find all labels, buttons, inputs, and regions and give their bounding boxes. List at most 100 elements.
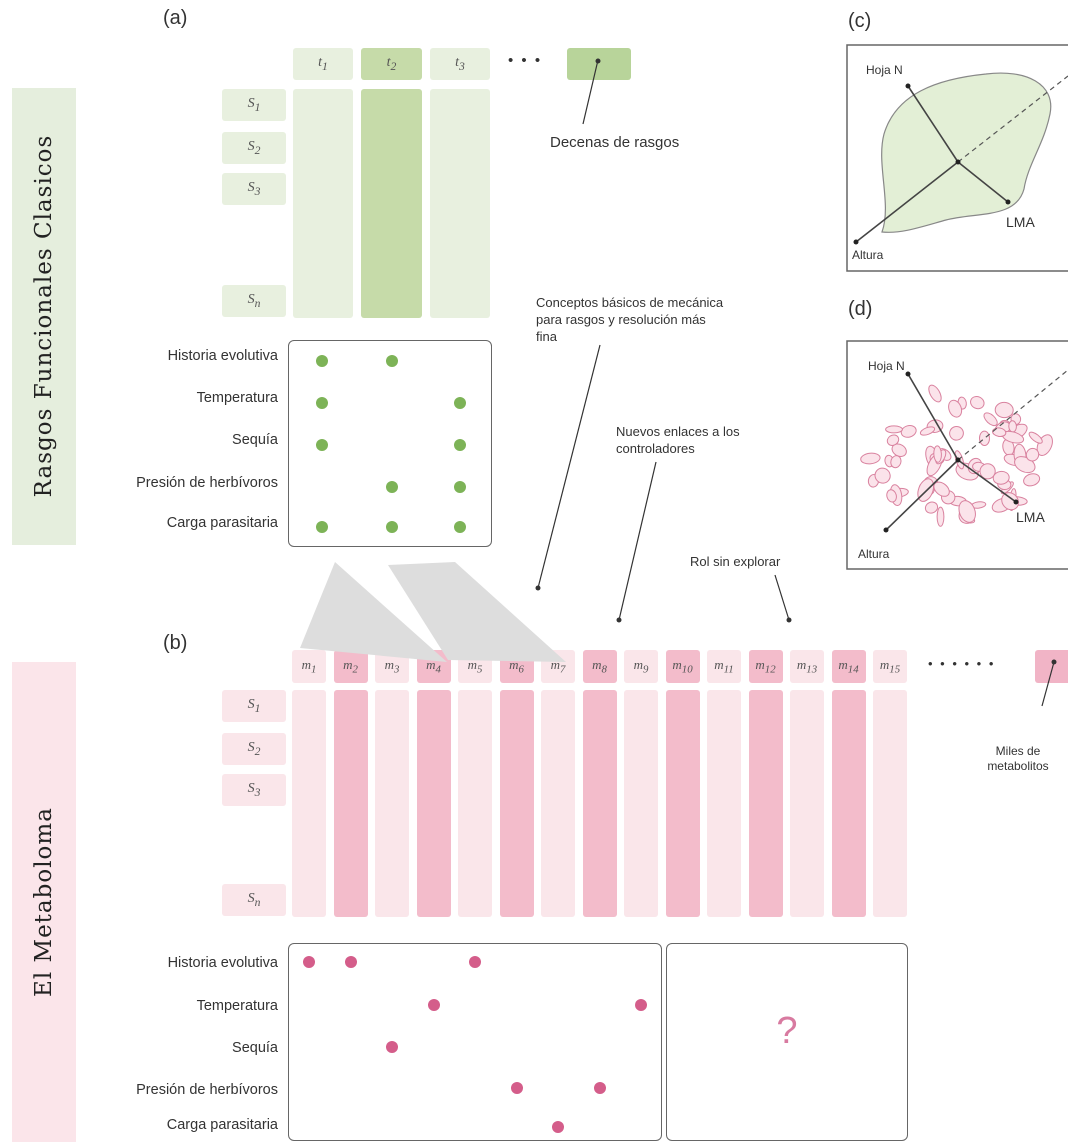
metabolite-column-m8 bbox=[582, 690, 617, 917]
trait-header-t3: t3 bbox=[430, 48, 490, 80]
metabolite-blob bbox=[1028, 431, 1043, 444]
trait-header-t1: t1 bbox=[293, 48, 353, 80]
metabolite-driver-box bbox=[288, 943, 662, 1141]
metabolite-ellipsis: • • • • • • bbox=[928, 656, 996, 671]
metab-driver-label-herbivory: Presión de herbívoros bbox=[136, 1082, 278, 1098]
metabolite-blob bbox=[949, 425, 964, 441]
metabolite-header-m9: m9 bbox=[624, 650, 658, 683]
driver-label-parasites: Carga parasitaria bbox=[166, 515, 278, 531]
lma-axis bbox=[957, 161, 1009, 203]
metabolite-note-dot bbox=[1051, 659, 1057, 665]
metabolite-blob bbox=[924, 501, 939, 514]
hoja-n-end bbox=[905, 83, 911, 89]
metabolite-blob bbox=[860, 452, 881, 465]
metabolite-dot bbox=[552, 1121, 564, 1133]
metabolite-column-m4 bbox=[416, 690, 451, 917]
trait-dot bbox=[454, 481, 466, 493]
metab-species-row-s3: S3 bbox=[222, 774, 286, 806]
links-annotation: Nuevos enlaces a los controladores bbox=[616, 424, 740, 456]
metab-driver-label-evolution: Historia evolutiva bbox=[167, 955, 278, 971]
unexplored-role-box: ? bbox=[666, 943, 908, 1141]
metabolite-blob bbox=[886, 489, 897, 503]
leaf-panel-c: Hoja N LMA Altura bbox=[846, 44, 1068, 272]
trait-ellipsis: • • • bbox=[508, 52, 543, 69]
trait-column-t2 bbox=[361, 89, 422, 318]
driver-label-herbivory: Presión de herbívoros bbox=[136, 475, 278, 491]
trait-dot bbox=[316, 439, 328, 451]
metabolite-dot bbox=[386, 1041, 398, 1053]
metabolite-column-m15 bbox=[873, 690, 907, 917]
metabolite-blob bbox=[886, 434, 900, 446]
trait-dot bbox=[386, 521, 398, 533]
trait-dot bbox=[454, 521, 466, 533]
metabolite-header-m13: m13 bbox=[790, 650, 824, 683]
panel-label-a: (a) bbox=[163, 7, 188, 29]
leaf-center bbox=[955, 159, 961, 165]
metabolite-header-m1: m1 bbox=[292, 650, 326, 683]
mechanics-leader bbox=[537, 344, 601, 589]
altura-axis bbox=[855, 161, 959, 243]
altura-end-d bbox=[883, 527, 889, 533]
metabolite-header-m10: m10 bbox=[665, 650, 700, 683]
lma-end-d bbox=[1013, 499, 1019, 505]
trait-header-t2: t2 bbox=[361, 48, 422, 80]
metabolite-blob-cluster bbox=[860, 384, 1053, 527]
species-row-sn: Sn bbox=[222, 285, 286, 317]
trait-dot bbox=[316, 355, 328, 367]
metabolite-blob bbox=[948, 399, 963, 418]
metabolite-blob bbox=[885, 425, 903, 434]
sidebar-metabolome: El Metaboloma bbox=[12, 662, 76, 1142]
metabolite-column-m13 bbox=[790, 690, 824, 917]
metabolite-column-m11 bbox=[707, 690, 741, 917]
metabolite-blob bbox=[933, 445, 942, 463]
metabolite-blob bbox=[874, 467, 891, 484]
metabolite-column-m10 bbox=[665, 690, 700, 917]
leaf-d-label-height: Altura bbox=[858, 547, 890, 561]
projection-triangle-1 bbox=[300, 562, 447, 662]
metabolite-column-m3 bbox=[375, 690, 409, 917]
metabolite-header-m8: m8 bbox=[582, 650, 617, 683]
metabolite-dot bbox=[344, 956, 357, 968]
role-dot bbox=[786, 617, 792, 623]
metabolite-blob bbox=[900, 425, 917, 438]
metabolite-dot bbox=[635, 999, 647, 1011]
trait-column-t3 bbox=[430, 89, 490, 318]
metabolite-blob bbox=[978, 430, 991, 446]
trait-column-t1 bbox=[293, 89, 353, 318]
metabolite-blob bbox=[1025, 447, 1040, 462]
metabolite-dot bbox=[469, 956, 481, 968]
altura-end bbox=[853, 239, 859, 245]
trait-dot bbox=[454, 397, 466, 409]
projection-triangle-2 bbox=[388, 562, 566, 662]
metabolite-dot bbox=[510, 1082, 523, 1094]
lma-axis-d bbox=[957, 459, 1017, 503]
blob-center bbox=[955, 457, 961, 463]
trait-dot bbox=[316, 521, 328, 533]
metabolite-blob bbox=[958, 500, 976, 523]
mechanics-annotation: Conceptos básicos de mecánica para rasgo… bbox=[536, 295, 724, 344]
trait-count-note: Decenas de rasgos bbox=[550, 134, 680, 151]
trait-header-more bbox=[567, 48, 631, 80]
metabolite-dot bbox=[593, 1082, 606, 1094]
metabolite-dot bbox=[427, 999, 440, 1011]
links-dot bbox=[616, 617, 622, 623]
trait-dot bbox=[386, 355, 398, 367]
driver-label-drought: Sequía bbox=[232, 432, 278, 448]
metabolite-header-m14: m14 bbox=[831, 650, 866, 683]
leaf-c-label-height: Altura bbox=[852, 248, 884, 262]
trait-dot bbox=[386, 481, 398, 493]
driver-label-evolution: Historia evolutiva bbox=[167, 348, 278, 364]
metab-species-row-s1: S1 bbox=[222, 690, 286, 722]
links-leader bbox=[618, 461, 657, 621]
metabolite-note-leader bbox=[1041, 661, 1055, 707]
metab-species-row-s2: S2 bbox=[222, 733, 286, 765]
metabolite-blob bbox=[890, 455, 902, 469]
metabolite-column-m5 bbox=[458, 690, 492, 917]
leaf-panel-d: Hoja N LMA Altura bbox=[846, 340, 1068, 570]
metabolite-header-more bbox=[1035, 650, 1068, 683]
species-row-s2: S2 bbox=[222, 132, 286, 164]
altura-axis-d bbox=[885, 459, 959, 531]
leaf-d-label-n: Hoja N bbox=[868, 359, 905, 373]
trait-dot bbox=[454, 439, 466, 451]
metabolite-column-m14 bbox=[831, 690, 866, 917]
